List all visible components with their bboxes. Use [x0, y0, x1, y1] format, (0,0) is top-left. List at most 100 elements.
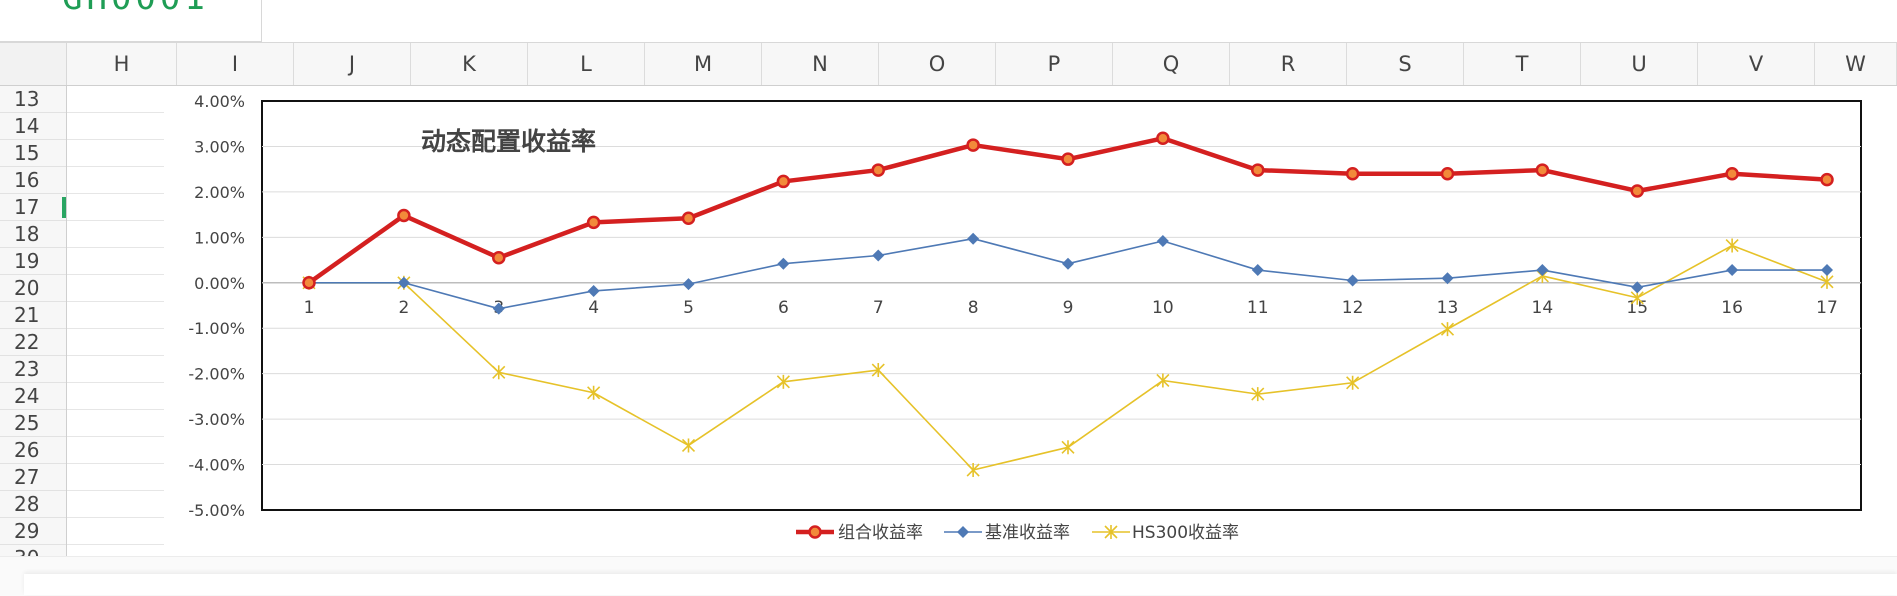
- data-point-benchmark: [872, 249, 885, 262]
- y-tick-label: 3.00%: [194, 137, 245, 156]
- column-header-r[interactable]: R: [1230, 43, 1347, 85]
- x-tick-label: 4: [588, 298, 599, 318]
- column-header-t[interactable]: T: [1464, 43, 1581, 85]
- data-point-benchmark: [1536, 264, 1549, 277]
- legend-marker: [808, 525, 822, 539]
- y-tick-label: -4.00%: [188, 456, 245, 475]
- data-point-portfolio: [397, 208, 411, 223]
- x-tick-label: 12: [1342, 298, 1364, 318]
- x-tick-label: 16: [1721, 298, 1743, 318]
- column-header-q[interactable]: Q: [1113, 43, 1230, 85]
- x-tick-label: 2: [398, 298, 409, 318]
- row-header-18[interactable]: 18: [0, 221, 66, 248]
- data-point-benchmark: [587, 284, 600, 297]
- data-point-portfolio: [1820, 172, 1834, 187]
- row-header-22[interactable]: 22: [0, 329, 66, 356]
- column-header-n[interactable]: N: [762, 43, 879, 85]
- row-header-27[interactable]: 27: [0, 464, 66, 491]
- legend-label: HS300收益率: [1132, 523, 1239, 543]
- name-box[interactable]: GH0001: [0, 0, 262, 42]
- x-tick-label: 14: [1532, 298, 1554, 318]
- column-header-h[interactable]: H: [67, 43, 177, 85]
- data-point-portfolio: [1251, 163, 1265, 177]
- legend-label: 基准收益率: [985, 523, 1070, 543]
- select-all-corner[interactable]: [0, 43, 67, 85]
- column-header-m[interactable]: M: [645, 43, 762, 85]
- column-header-i[interactable]: I: [177, 43, 294, 85]
- name-box-text: GH0001: [62, 0, 209, 18]
- column-header-p[interactable]: P: [996, 43, 1113, 85]
- data-point-hs300: [587, 385, 601, 400]
- column-header-u[interactable]: U: [1581, 43, 1698, 85]
- chart-title: 动态配置收益率: [421, 127, 596, 156]
- data-point-hs300: [776, 374, 790, 389]
- series-portfolio: [302, 131, 1834, 290]
- column-header-l[interactable]: L: [528, 43, 645, 85]
- row-header-17[interactable]: 17: [0, 194, 66, 221]
- column-header-s[interactable]: S: [1347, 43, 1464, 85]
- data-point-hs300: [1820, 274, 1834, 289]
- legend-marker: [957, 526, 969, 538]
- row-header-21[interactable]: 21: [0, 302, 66, 329]
- row-header-29[interactable]: 29: [0, 518, 66, 545]
- row-header-23[interactable]: 23: [0, 356, 66, 383]
- series-hs300: [302, 238, 1834, 478]
- row-header-14[interactable]: 14: [0, 113, 66, 140]
- x-tick-label: 6: [778, 298, 789, 318]
- data-point-benchmark: [1346, 274, 1359, 287]
- data-point-hs300: [871, 363, 885, 378]
- data-point-hs300: [966, 463, 980, 478]
- data-point-benchmark: [1062, 257, 1074, 270]
- row-header-bar: 131415161718192021222324252627282930: [0, 86, 67, 556]
- column-header-k[interactable]: K: [411, 43, 528, 85]
- data-point-portfolio: [1061, 152, 1075, 166]
- y-tick-label: -3.00%: [188, 410, 245, 429]
- data-point-portfolio: [1440, 166, 1455, 181]
- y-tick-label: -1.00%: [188, 319, 245, 338]
- data-point-benchmark: [1251, 264, 1264, 277]
- row-header-25[interactable]: 25: [0, 410, 66, 437]
- data-point-portfolio: [871, 163, 885, 177]
- data-point-portfolio: [492, 251, 506, 265]
- data-point-portfolio: [1345, 166, 1360, 181]
- column-header-o[interactable]: O: [879, 43, 996, 85]
- legend-label: 组合收益率: [838, 523, 923, 543]
- data-point-portfolio: [1156, 131, 1170, 146]
- row-header-24[interactable]: 24: [0, 383, 66, 410]
- data-point-benchmark: [1631, 281, 1644, 294]
- column-header-j[interactable]: J: [294, 43, 411, 85]
- row-header-15[interactable]: 15: [0, 140, 66, 167]
- row-header-20[interactable]: 20: [0, 275, 66, 302]
- row-header-19[interactable]: 19: [0, 248, 66, 275]
- legend-item-hs300: HS300收益率: [1092, 523, 1239, 543]
- row-header-16[interactable]: 16: [0, 167, 66, 194]
- x-tick-label: 10: [1152, 298, 1174, 318]
- y-tick-label: -2.00%: [188, 365, 245, 384]
- data-point-benchmark: [777, 257, 790, 270]
- data-point-benchmark: [682, 278, 695, 291]
- x-tick-label: 5: [683, 298, 694, 318]
- data-point-benchmark: [967, 232, 980, 245]
- row-header-30[interactable]: 30: [0, 545, 66, 556]
- bottom-panel: [24, 574, 1897, 595]
- data-point-portfolio: [1725, 166, 1739, 181]
- data-point-hs300: [1440, 322, 1455, 337]
- data-point-portfolio: [302, 276, 316, 290]
- y-tick-label: 1.00%: [194, 228, 245, 247]
- active-row-indicator: [62, 197, 66, 218]
- legend-marker: [1104, 525, 1118, 539]
- data-point-portfolio: [586, 215, 601, 230]
- data-point-portfolio: [776, 174, 791, 189]
- y-tick-label: 2.00%: [194, 183, 245, 202]
- data-point-portfolio: [1535, 163, 1550, 177]
- data-point-benchmark: [1726, 264, 1739, 277]
- x-tick-label: 9: [1063, 298, 1074, 318]
- row-header-28[interactable]: 28: [0, 491, 66, 518]
- line-chart[interactable]: 4.00% 3.00% 2.00% 1.00% 0.00% -1.00% -2.00% -3.…: [0, 0, 1897, 556]
- y-tick-label: -5.00%: [188, 501, 245, 520]
- row-header-13[interactable]: 13: [0, 86, 66, 113]
- data-point-hs300: [1725, 238, 1739, 253]
- column-header-v[interactable]: V: [1698, 43, 1815, 85]
- row-header-26[interactable]: 26: [0, 437, 66, 464]
